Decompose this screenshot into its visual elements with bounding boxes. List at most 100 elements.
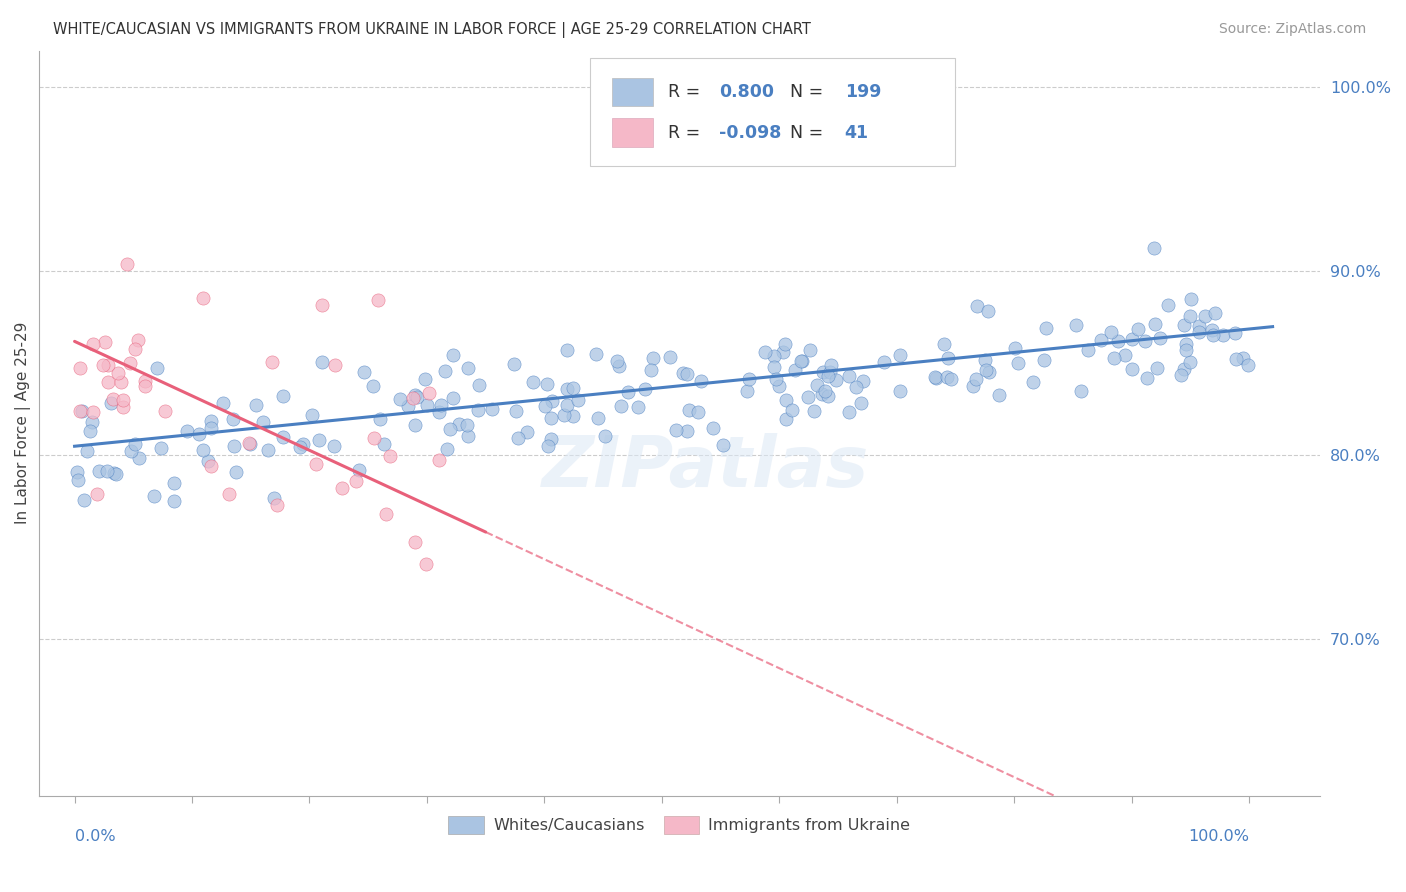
Point xyxy=(413,372,436,386)
Point xyxy=(292,436,315,450)
Point xyxy=(540,432,562,446)
Point xyxy=(145,361,167,376)
Point xyxy=(873,355,896,369)
Point xyxy=(73,493,96,508)
Point xyxy=(768,379,790,393)
Point xyxy=(434,364,457,378)
Point xyxy=(439,422,461,436)
Point xyxy=(1143,241,1166,255)
Text: 0.0%: 0.0% xyxy=(75,829,115,844)
Point xyxy=(1225,351,1247,366)
Point xyxy=(763,359,786,374)
Point xyxy=(965,372,987,386)
Point xyxy=(966,299,988,313)
Point xyxy=(1032,353,1054,368)
Point xyxy=(1007,356,1029,370)
Point xyxy=(91,359,114,373)
Point xyxy=(1223,326,1246,340)
Text: 199: 199 xyxy=(845,83,882,101)
Point xyxy=(585,347,607,361)
Point xyxy=(1174,343,1197,357)
Point xyxy=(239,437,262,451)
Point xyxy=(263,491,285,505)
Point xyxy=(562,381,585,395)
Point xyxy=(799,343,821,357)
Point xyxy=(1232,351,1254,365)
Point xyxy=(127,333,149,347)
Point xyxy=(266,498,288,512)
Point xyxy=(1121,332,1143,346)
Point xyxy=(711,438,734,452)
Point xyxy=(845,379,868,393)
Point xyxy=(396,399,419,413)
Point xyxy=(775,393,797,408)
Point xyxy=(347,463,370,477)
Point xyxy=(924,370,946,384)
Point xyxy=(112,392,135,407)
Text: 41: 41 xyxy=(845,124,869,142)
Point xyxy=(436,442,458,456)
Point xyxy=(134,378,156,392)
Point xyxy=(1035,321,1057,335)
Point xyxy=(427,405,450,419)
Text: -0.098: -0.098 xyxy=(718,124,782,142)
Point xyxy=(415,557,437,571)
Point xyxy=(82,337,104,351)
Point xyxy=(218,487,240,501)
Point xyxy=(191,442,214,457)
Point xyxy=(1201,323,1223,337)
Point xyxy=(814,384,837,398)
Text: N =: N = xyxy=(790,83,828,101)
Point xyxy=(820,359,842,373)
Point xyxy=(262,355,284,369)
Point xyxy=(86,487,108,501)
Point xyxy=(197,454,219,468)
Point xyxy=(1143,317,1166,331)
Point xyxy=(430,398,453,412)
Point xyxy=(607,359,630,373)
Point xyxy=(962,379,984,393)
Point xyxy=(193,291,215,305)
Point xyxy=(797,391,820,405)
Point xyxy=(1121,362,1143,376)
Point xyxy=(824,373,846,387)
Point xyxy=(163,475,186,490)
Point xyxy=(553,408,575,422)
Point xyxy=(97,375,120,389)
Text: 0.800: 0.800 xyxy=(718,83,775,101)
Point xyxy=(80,415,103,429)
Point xyxy=(817,369,839,384)
Point xyxy=(373,437,395,451)
Point xyxy=(505,404,527,418)
Point xyxy=(323,439,346,453)
Point xyxy=(735,384,758,399)
Point xyxy=(120,444,142,458)
Point xyxy=(375,508,398,522)
Point xyxy=(924,371,946,385)
Point xyxy=(634,382,657,396)
Point xyxy=(838,405,860,419)
Point xyxy=(101,392,124,406)
Point xyxy=(506,431,529,445)
Point xyxy=(1212,327,1234,342)
Point xyxy=(107,366,129,380)
Point xyxy=(256,443,278,458)
Point xyxy=(380,449,402,463)
Point xyxy=(678,403,700,417)
Point xyxy=(406,390,429,404)
Point xyxy=(67,473,90,487)
Point xyxy=(245,398,267,412)
Text: 100.0%: 100.0% xyxy=(1188,829,1249,844)
Point xyxy=(200,420,222,434)
Point xyxy=(389,392,412,406)
Point xyxy=(977,303,1000,318)
Point xyxy=(762,349,785,363)
Point xyxy=(162,494,184,508)
Point xyxy=(932,337,955,351)
Point xyxy=(449,417,471,431)
Point xyxy=(738,372,761,386)
Point xyxy=(124,343,146,357)
Point xyxy=(1099,325,1122,339)
Point xyxy=(803,404,825,418)
Point xyxy=(1173,318,1195,332)
